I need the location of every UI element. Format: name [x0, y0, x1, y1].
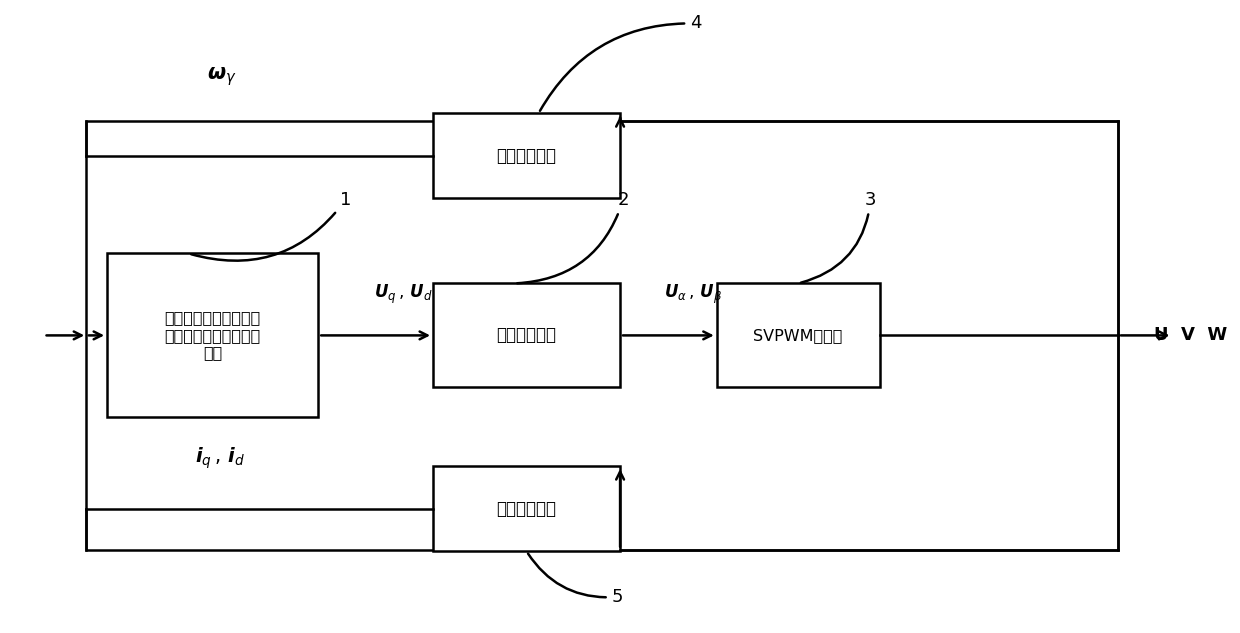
Text: 3: 3: [801, 191, 877, 283]
Bar: [717, 284, 879, 387]
Bar: [433, 284, 620, 387]
Text: $\boldsymbol{\omega}_\gamma$: $\boldsymbol{\omega}_\gamma$: [207, 66, 237, 89]
Text: 电流检测单元: 电流检测单元: [496, 499, 557, 518]
Text: SVPWM逆变器: SVPWM逆变器: [754, 328, 843, 343]
Text: 坐标变换单元: 坐标变换单元: [496, 327, 557, 344]
Bar: [433, 466, 620, 551]
Text: $\boldsymbol{U}_\alpha\,,\,\boldsymbol{U}_\beta$: $\boldsymbol{U}_\alpha\,,\,\boldsymbol{U…: [663, 283, 723, 306]
Text: 5: 5: [528, 554, 622, 606]
Text: 转速检测单元: 转速检测单元: [496, 147, 557, 165]
Bar: [86, 121, 1118, 549]
Bar: [107, 253, 319, 417]
Text: U  V  W: U V W: [1154, 327, 1228, 344]
Text: 2: 2: [517, 191, 629, 283]
Text: 基于有限时间动态面的
异步电动机位置跟踪控
制器: 基于有限时间动态面的 异步电动机位置跟踪控 制器: [165, 311, 260, 360]
Text: $\boldsymbol{i}_q\,,\,\boldsymbol{i}_d$: $\boldsymbol{i}_q\,,\,\boldsymbol{i}_d$: [195, 446, 244, 471]
Text: 4: 4: [539, 15, 702, 111]
Bar: [433, 113, 620, 198]
Text: 1: 1: [191, 191, 351, 261]
Text: $\boldsymbol{U}_q\,,\,\boldsymbol{U}_d$: $\boldsymbol{U}_q\,,\,\boldsymbol{U}_d$: [374, 283, 433, 306]
